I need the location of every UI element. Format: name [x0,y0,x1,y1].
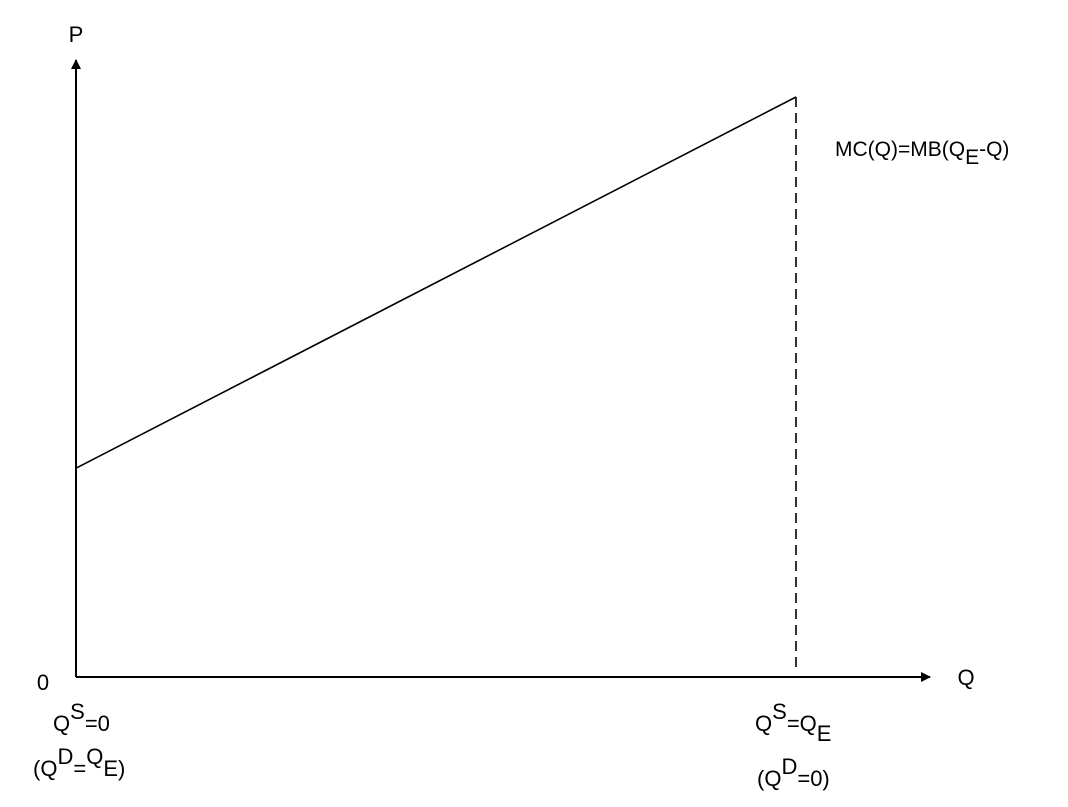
x-annotation-left-line1: QS=0 [53,699,110,736]
x-axis-label: Q [957,665,974,690]
series-line-mc [75,96,797,469]
x-annotation-left-line2: (QD=QE) [33,744,125,781]
curve-label: MC(Q)=MB(QE-Q) [835,138,1009,169]
origin-label: 0 [37,670,49,695]
x-annotation-right-line2: (QD=0) [757,754,830,791]
y-axis-label: P [69,22,84,47]
x-annotation-right-line1: QS=QE [755,699,831,746]
